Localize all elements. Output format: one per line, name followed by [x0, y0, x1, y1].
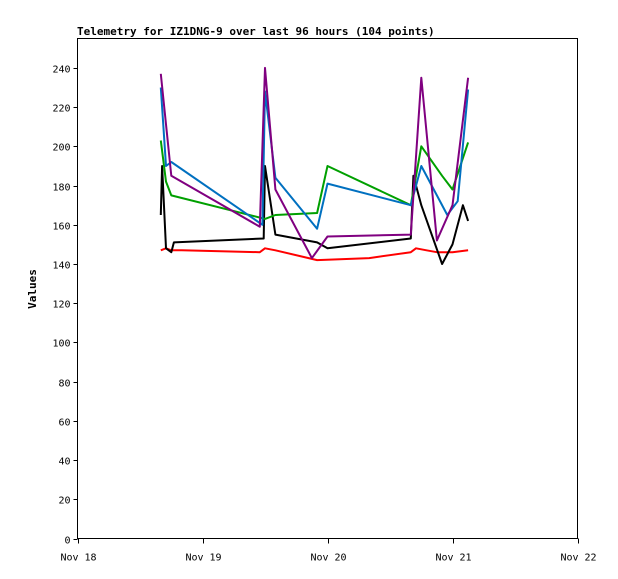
series-line-3 — [159, 140, 470, 220]
y-tick-label: 40 — [58, 457, 70, 468]
y-tick-label: 140 — [52, 261, 70, 272]
x-tick-label: Nov 21 — [435, 553, 471, 564]
y-tick-label: 20 — [58, 496, 70, 507]
y-axis-label: Values — [26, 269, 39, 309]
series-group — [159, 66, 470, 265]
x-tick-label: Nov 22 — [560, 553, 596, 564]
y-tick-label: 160 — [52, 222, 70, 233]
y-tick-label: 240 — [52, 65, 70, 76]
x-axis: Nov 18 Nov 19 Nov 20 Nov 21 Nov 22 — [60, 538, 597, 564]
y-tick-label: 120 — [52, 300, 70, 311]
y-tick-label: 200 — [52, 143, 70, 154]
y-tick-label: 220 — [52, 104, 70, 115]
y-axis: 0 20 40 60 80 100 120 140 160 180 200 220 240 — [52, 65, 78, 547]
chart-title: Telemetry for IZ1DNG-9 over last 96 hour… — [77, 25, 435, 38]
y-tick-label: 0 — [64, 536, 70, 547]
y-tick-label: 180 — [52, 183, 70, 194]
x-tick-label: Nov 20 — [310, 553, 346, 564]
x-tick-label: Nov 18 — [60, 553, 96, 564]
series-line-5 — [159, 66, 470, 260]
series-line-1 — [160, 247, 469, 262]
y-tick-label: 60 — [58, 418, 70, 429]
y-tick-label: 100 — [52, 339, 70, 350]
x-tick-label: Nov 19 — [185, 553, 221, 564]
y-tick-label: 80 — [58, 379, 70, 390]
plot-frame — [77, 38, 578, 539]
series-line-2 — [159, 165, 470, 265]
